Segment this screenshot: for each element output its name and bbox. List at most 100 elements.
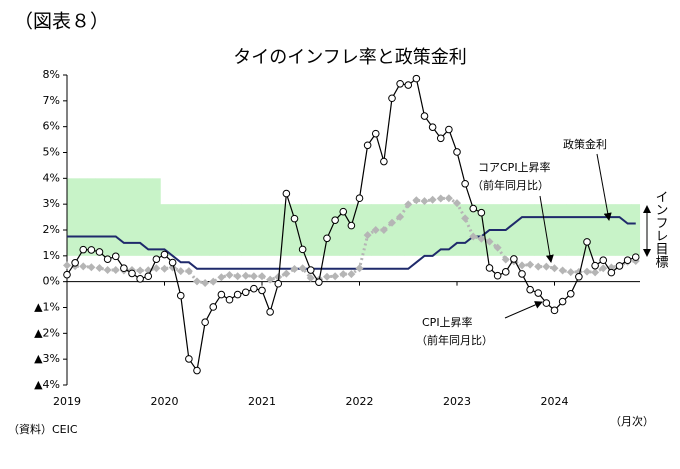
point [493, 271, 502, 280]
point [591, 261, 599, 270]
target-band [469, 204, 478, 256]
point [184, 267, 193, 276]
target-band [574, 204, 584, 256]
point [550, 264, 559, 273]
target-band [461, 204, 470, 256]
target-band [192, 204, 202, 256]
target-band [282, 204, 291, 256]
point [306, 274, 315, 283]
target-band [184, 204, 194, 256]
point [201, 278, 210, 287]
target-band [71, 178, 80, 256]
point [233, 290, 242, 299]
point [282, 189, 291, 198]
point [485, 264, 494, 272]
point [233, 272, 242, 281]
annotation: （前年同月比） [472, 178, 549, 192]
point [217, 273, 226, 282]
target-band [477, 204, 486, 256]
point [501, 255, 510, 264]
target-band [233, 204, 242, 256]
target-band [558, 204, 567, 256]
point [258, 272, 266, 281]
point [258, 286, 266, 295]
point [404, 200, 413, 209]
point [111, 266, 120, 275]
target-band [591, 204, 600, 256]
point [111, 252, 120, 261]
point [209, 277, 218, 286]
target-band [160, 204, 169, 256]
point [591, 268, 600, 277]
target-band [87, 178, 96, 256]
target-band [412, 204, 421, 256]
axes-layer: 8% 7% 6% 5% 4% 3% 2% 1% 0% ▲1% ▲2% ▲3% ▲4% 2019 2020 20… [34, 68, 640, 408]
point [631, 253, 640, 261]
target-band [420, 204, 429, 256]
annotation: コアCPI上昇率 [478, 160, 551, 174]
point [534, 289, 543, 297]
point [63, 261, 71, 270]
target-band [119, 178, 129, 256]
target-band [550, 204, 559, 256]
point [355, 264, 364, 273]
y-tick-label: 7% [43, 94, 60, 107]
point [510, 255, 518, 263]
point [266, 275, 275, 284]
target-band [249, 204, 259, 256]
point [347, 221, 356, 230]
point [493, 243, 502, 252]
target-band [623, 204, 632, 256]
point [371, 226, 380, 234]
frequency: （月次） [610, 414, 654, 428]
target-band [103, 178, 112, 256]
point [306, 266, 315, 274]
target-band [331, 204, 340, 256]
target-band [404, 204, 413, 256]
point [331, 216, 339, 224]
chart-title: タイのインフレ率と政策金利 [233, 47, 466, 68]
point [241, 288, 250, 297]
target-band [95, 178, 104, 256]
point [575, 272, 583, 281]
target-band [444, 204, 454, 256]
point [363, 141, 372, 150]
point [331, 272, 340, 281]
point [477, 234, 486, 243]
annotation-layer: 政策金利 コアCPI上昇率 （前年同月比） CPI上昇率 （前年同月比） インフ… [416, 137, 668, 347]
point [152, 255, 161, 263]
lines-layer [63, 74, 640, 375]
target-band [607, 204, 616, 256]
y-tick-label: 6% [43, 120, 60, 133]
point [63, 270, 71, 279]
point [412, 74, 421, 83]
point [550, 306, 559, 315]
target-band [274, 204, 283, 256]
target-band [257, 204, 267, 256]
target-band [615, 204, 624, 256]
point [323, 272, 331, 281]
point [339, 207, 348, 216]
point [160, 264, 169, 273]
target-band [225, 204, 234, 256]
point [583, 238, 591, 246]
point [176, 267, 185, 276]
target-band [526, 204, 535, 256]
point [615, 262, 624, 270]
point [249, 272, 258, 281]
target-band [509, 204, 519, 256]
target-band [631, 204, 641, 256]
point [444, 194, 453, 203]
y-tick-label: ▲4% [34, 378, 60, 391]
x-tick-label: 2021 [248, 395, 276, 408]
target-band [209, 204, 218, 256]
point [388, 94, 396, 103]
point [623, 256, 632, 265]
point [103, 266, 112, 275]
x-tick-label: 2023 [443, 395, 471, 408]
point [542, 299, 551, 307]
target-band [339, 204, 348, 256]
target-band [452, 204, 462, 256]
target-band [152, 178, 161, 256]
